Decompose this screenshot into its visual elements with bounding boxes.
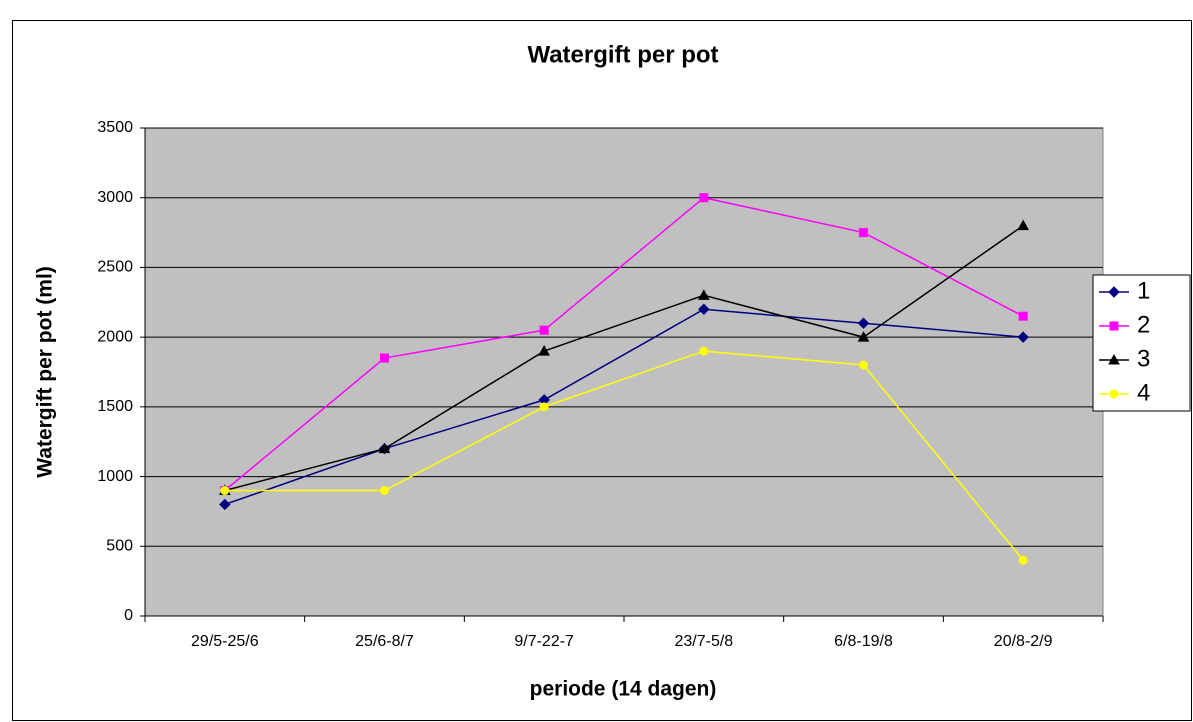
y-tick-label: 2000 [97, 328, 133, 345]
data-point [698, 303, 710, 315]
y-tick-label: 2500 [97, 259, 133, 276]
y-tick-label: 3000 [97, 189, 133, 206]
series-line [224, 308, 1024, 506]
plot-area [144, 127, 1104, 617]
y-tick-label: 500 [106, 538, 133, 555]
legend-label: 4 [1137, 379, 1150, 406]
y-tick-label: 3500 [97, 119, 133, 136]
legend-label: 3 [1137, 345, 1150, 372]
legend-marker [1109, 389, 1119, 399]
legend-marker [1109, 321, 1119, 331]
legend-marker [1108, 353, 1120, 365]
data-point [1017, 331, 1029, 343]
data-point [699, 193, 709, 203]
data-point [539, 402, 549, 412]
data-point [859, 360, 868, 370]
x-tick-label: 20/8-2/9 [994, 633, 1053, 650]
x-tick-label: 9/7-22-7 [514, 633, 574, 650]
x-tick-label: 25/6-8/7 [355, 633, 414, 650]
series-line [224, 350, 1024, 561]
data-point [380, 353, 389, 363]
legend-box [1092, 274, 1191, 412]
legend-label: 2 [1137, 311, 1150, 338]
series-line [224, 224, 1024, 492]
data-point [538, 345, 551, 356]
data-point [539, 325, 549, 335]
legend-marker [1108, 286, 1120, 298]
data-point [699, 346, 709, 356]
data-point [1018, 555, 1028, 565]
data-point [697, 289, 710, 300]
x-axis-title: periode (14 dagen) [530, 678, 717, 701]
legend-label: 1 [1137, 277, 1150, 304]
x-tick-label: 29/5-25/6 [191, 633, 259, 650]
data-point [859, 228, 868, 238]
data-point [380, 486, 389, 496]
data-point [378, 442, 391, 454]
series-line [224, 196, 1024, 492]
x-tick-label: 6/8-19/8 [834, 633, 893, 650]
data-point [1018, 311, 1028, 321]
data-point [857, 317, 870, 329]
y-axis-title: Watergift per pot (ml) [34, 266, 57, 478]
data-point [857, 331, 870, 342]
y-tick-label: 0 [124, 607, 133, 624]
data-point [219, 498, 231, 511]
y-tick-label: 1500 [97, 398, 133, 415]
data-point [1017, 219, 1030, 231]
data-point [220, 486, 230, 496]
chart-title: Watergift per pot [527, 41, 718, 68]
y-tick-label: 1000 [97, 468, 133, 485]
x-tick-label: 23/7-5/8 [674, 633, 733, 650]
